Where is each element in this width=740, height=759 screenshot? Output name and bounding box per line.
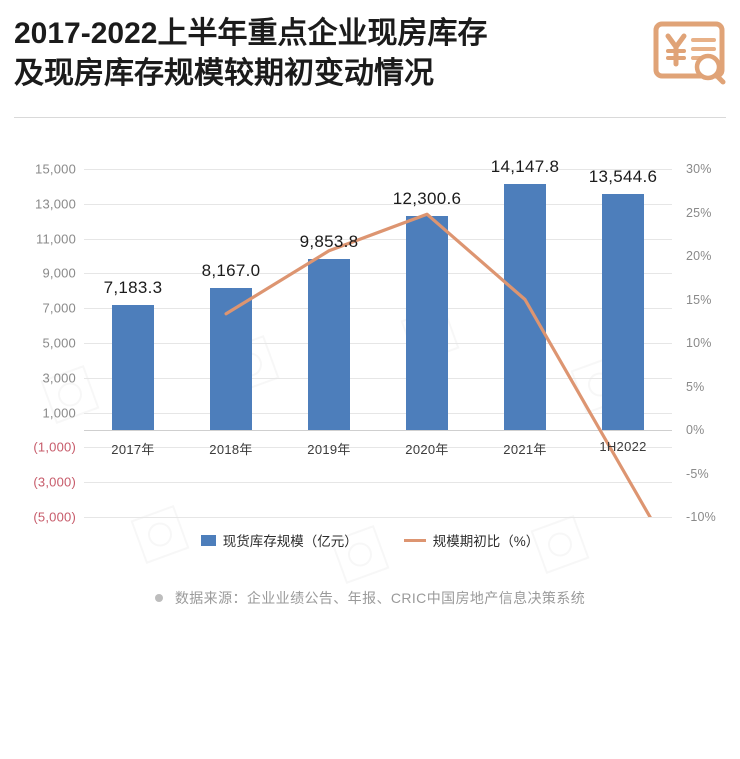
right-axis-tick-label: 5% [686, 379, 705, 394]
legend-bar-label: 现货库存规模（亿元） [222, 534, 358, 549]
legend-item-bar[interactable]: 现货库存规模（亿元） [200, 530, 358, 550]
bar-value-label: 8,167.0 [201, 260, 261, 280]
legend-bar-swatch-icon [200, 534, 216, 546]
left-axis-tick-label: 7,000 [42, 300, 76, 316]
bar[interactable] [602, 194, 644, 430]
category-label: 2019年 [307, 442, 351, 457]
category-label: 2021年 [503, 442, 547, 457]
bar-value-label: 13,544.6 [588, 167, 658, 187]
bullet-dot-icon [154, 594, 163, 602]
left-axis-tick-label: 1,000 [42, 405, 76, 421]
left-axis-tick-label: (1,000) [33, 439, 76, 455]
left-axis-tick-label: 9,000 [42, 265, 76, 281]
gridline [84, 517, 672, 518]
bar[interactable] [210, 287, 252, 430]
page-header: 2017-2022上半年重点企业现房库存 及现房库存规模较期初变动情况 [0, 0, 740, 108]
legend-line-label: 规模期初比（%） [432, 534, 540, 549]
gridline [84, 308, 672, 310]
invoice-search-icon [652, 18, 728, 90]
left-axis-tick-label: 11,000 [36, 231, 76, 247]
category-axis-line [84, 430, 672, 431]
left-axis-tick-label: 13,000 [35, 196, 76, 212]
left-axis-tick-label: (3,000) [33, 474, 76, 490]
bar[interactable] [308, 258, 350, 430]
gridline [84, 482, 672, 484]
gridline [84, 447, 672, 449]
left-axis-tick-label: (5,000) [33, 509, 76, 525]
source-footer: 数据来源：企业业绩公告、年报、CRIC中国房地产信息决策系统 [0, 588, 740, 608]
bar[interactable] [112, 305, 154, 430]
source-text: 数据来源：企业业绩公告、年报、CRIC中国房地产信息决策系统 [174, 590, 586, 606]
page-title: 2017-2022上半年重点企业现房库存 及现房库存规模较期初变动情况 [14, 14, 634, 94]
right-axis-tick-label: 25% [686, 205, 712, 220]
gridline [84, 203, 672, 205]
plot-area [84, 169, 672, 518]
right-axis-tick-label: 10% [686, 336, 712, 350]
gridline [84, 343, 672, 344]
legend-line-swatch-icon [403, 538, 426, 542]
legend-item-line[interactable]: 规模期初比（%） [403, 530, 540, 550]
page-title-line-1: 2017-2022上半年重点企业现房库存 [14, 17, 488, 50]
gridline [84, 273, 672, 275]
right-axis-tick-label: 30% [686, 162, 712, 176]
left-axis-tick-label: 15,000 [35, 161, 76, 177]
header-divider [14, 117, 726, 118]
bar[interactable] [406, 215, 448, 430]
left-axis-tick-label: 3,000 [42, 370, 76, 386]
gridline [84, 377, 672, 379]
right-axis-tick-label: -5% [686, 466, 709, 481]
bar-value-label: 12,300.6 [392, 188, 462, 208]
chart-legend: 现货库存规模（亿元） 规模期初比（%） [0, 530, 740, 550]
category-label: 2020年 [405, 442, 449, 457]
category-label: 1H2022 [599, 439, 647, 454]
gridline [84, 238, 672, 240]
bar-value-label: 7,183.3 [103, 278, 163, 297]
right-axis-tick-label: 20% [686, 249, 712, 263]
left-axis-tick-label: 5,000 [42, 335, 76, 351]
right-axis-tick-label: 15% [686, 292, 712, 307]
chart-container: 15,000 13,000 11,000 9,000 7,000 5,000 3,000 1,… [0, 125, 740, 584]
right-axis-tick-label: -10% [686, 510, 716, 524]
page-title-line-2: 及现房库存规模较期初变动情况 [14, 57, 434, 90]
category-label: 2017年 [111, 442, 155, 457]
gridline [84, 412, 672, 414]
bar[interactable] [504, 183, 546, 430]
category-label: 2018年 [209, 442, 253, 457]
right-axis-tick-label: 0% [686, 423, 705, 437]
bar-value-label: 9,853.8 [299, 231, 359, 251]
gridline [84, 169, 672, 170]
bar-value-label: 14,147.8 [490, 156, 560, 176]
